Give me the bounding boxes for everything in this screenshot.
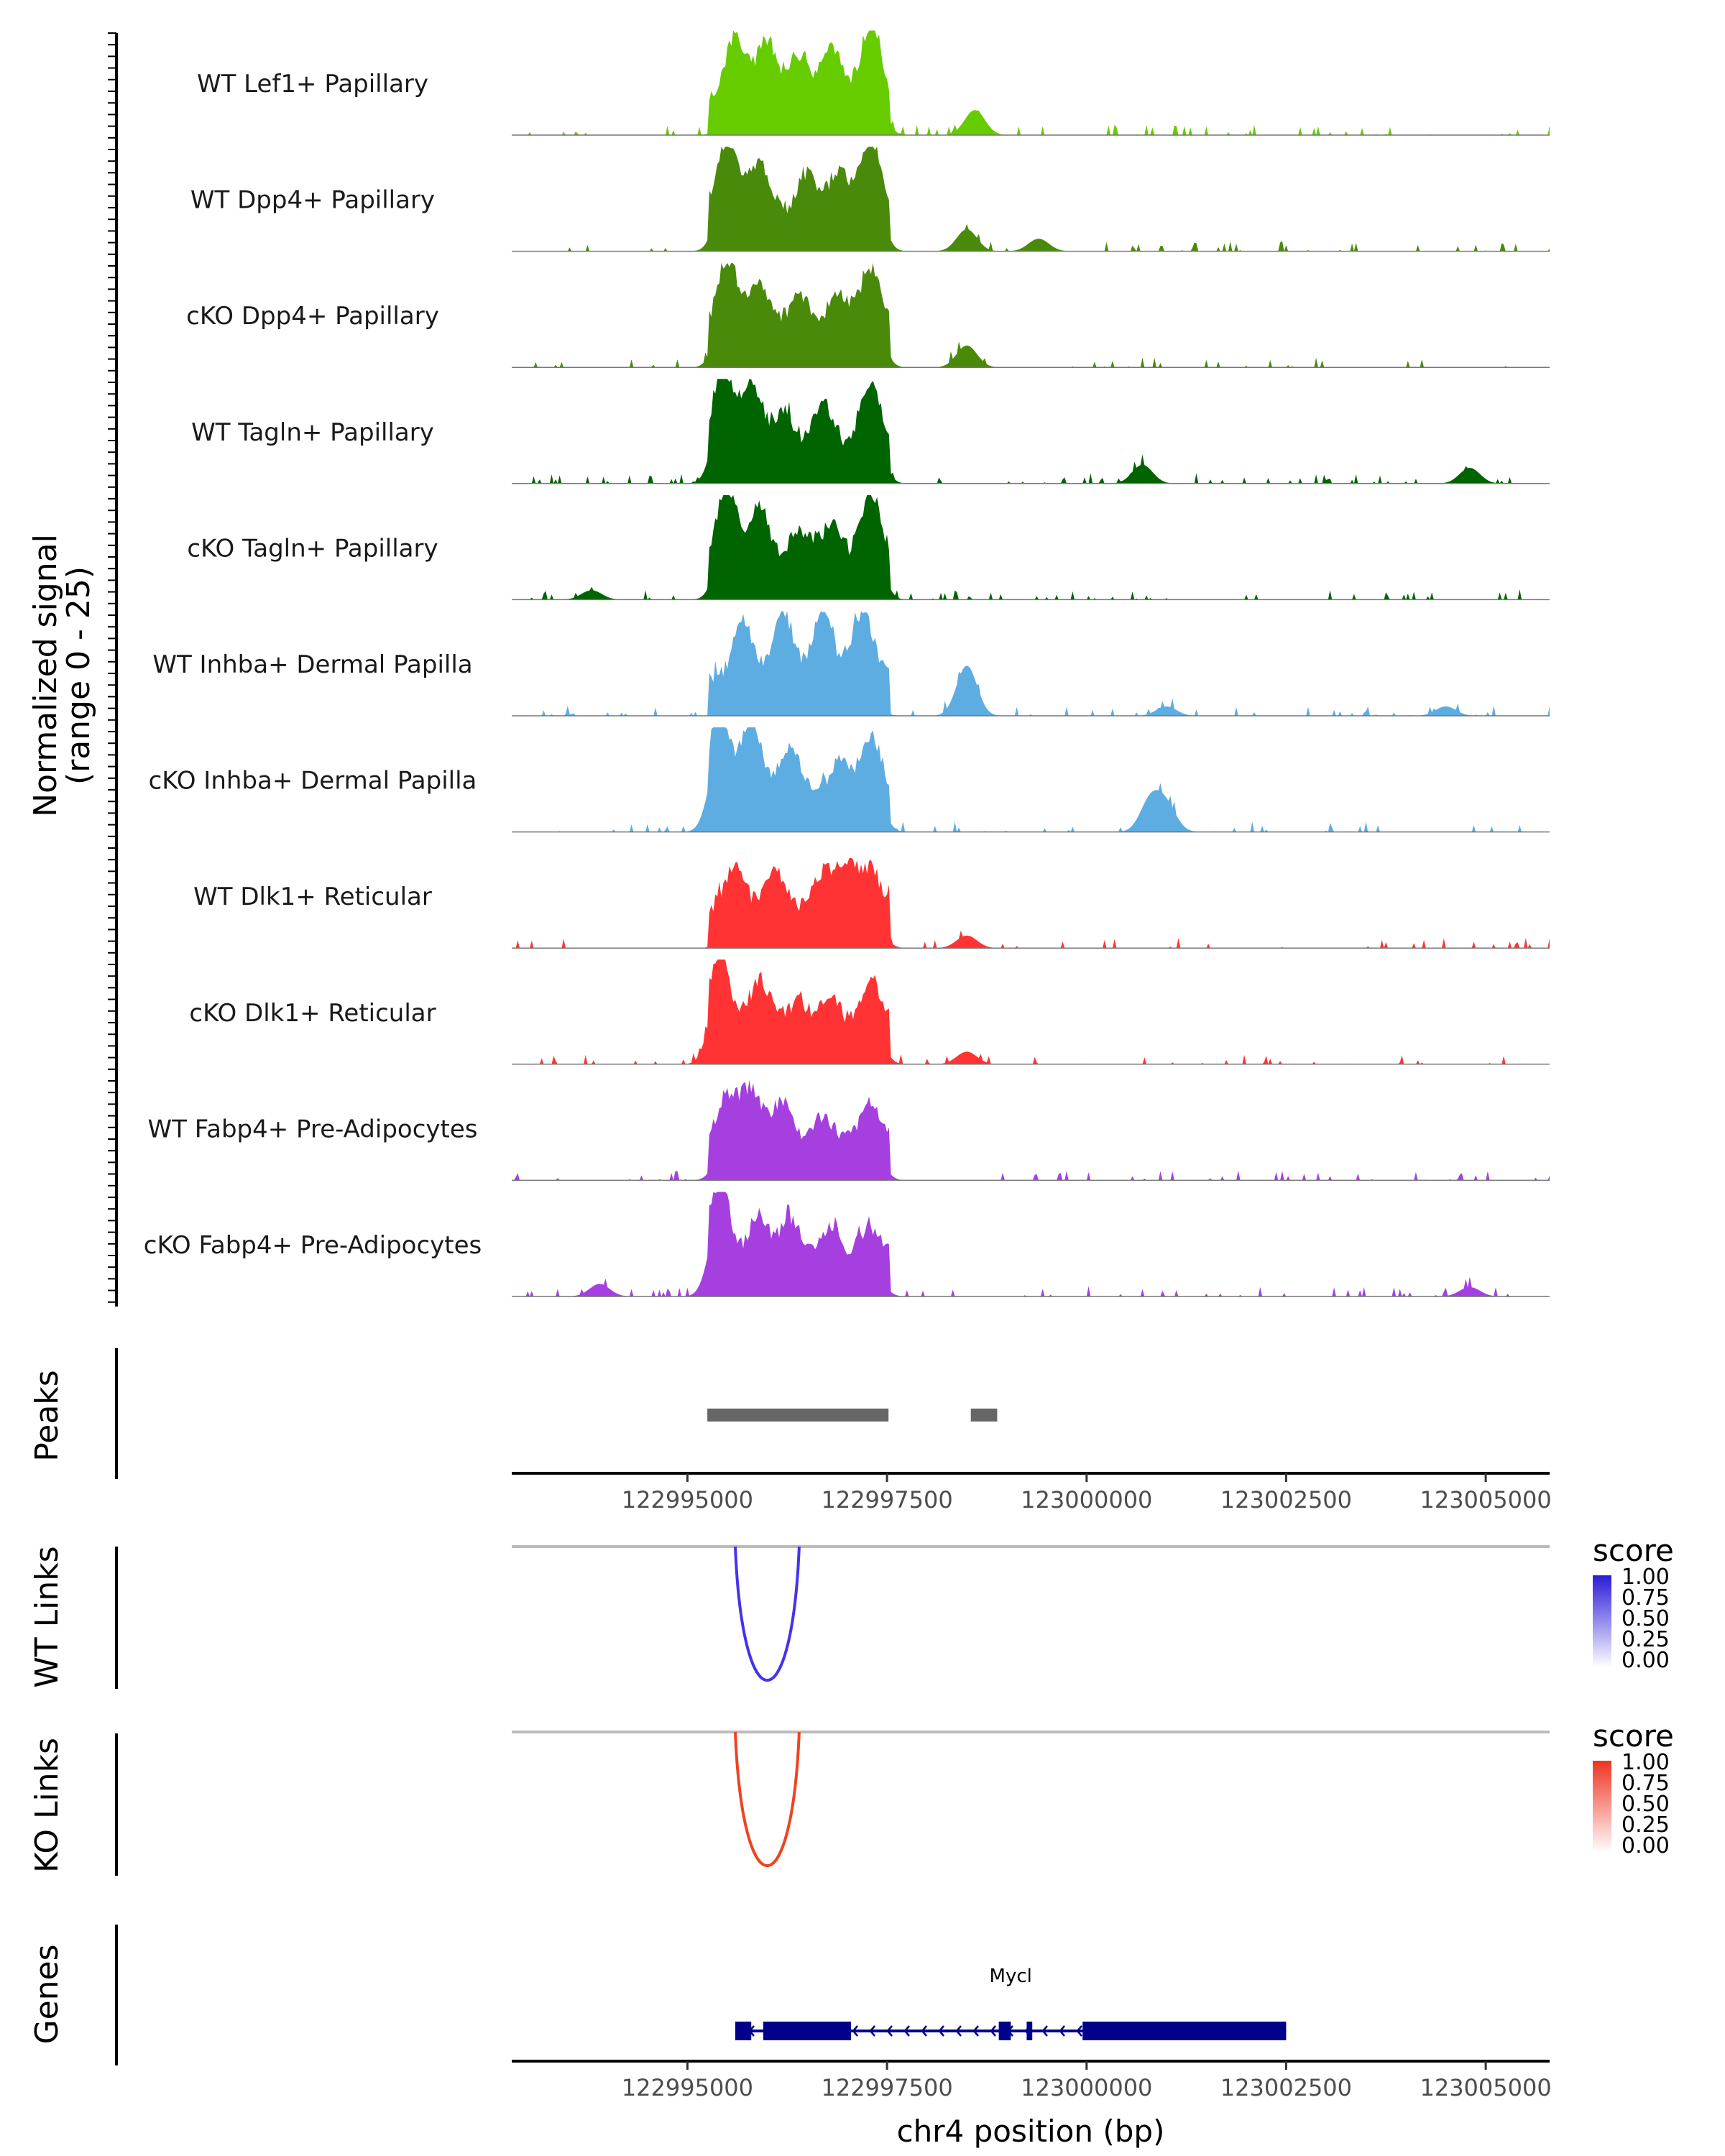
- coverage-track: WT Inhba+ Dermal Papilla: [152, 611, 1550, 717]
- track-label: WT Dpp4+ Papillary: [190, 186, 435, 215]
- peaks-label: Peaks: [29, 1370, 65, 1461]
- peak-range: [970, 1409, 998, 1422]
- genes-label: Genes: [29, 1944, 65, 2044]
- track-label: WT Dlk1+ Reticular: [193, 883, 432, 911]
- gene-exon: [998, 2022, 1011, 2040]
- legend-tick-label: 1.00: [1622, 1750, 1670, 1775]
- ko-links-label: KO Links: [29, 1738, 65, 1873]
- coverage-area: [512, 1192, 1550, 1296]
- coverage-area: [512, 611, 1550, 716]
- x-axis-tick-label: 123002500: [1220, 1486, 1352, 1514]
- coverage-area: [512, 147, 1550, 252]
- coverage-track: WT Dpp4+ Papillary: [190, 147, 1550, 252]
- strand-arrow: [903, 2025, 910, 2037]
- gene-exon: [1082, 2022, 1287, 2040]
- legend-tick-label: 0.25: [1622, 1812, 1670, 1838]
- gene-exon: [763, 2022, 852, 2040]
- x-axis-tick-label: 122997500: [821, 2074, 952, 2101]
- legend-tick-label: 1.00: [1622, 1565, 1670, 1590]
- track-label: cKO Inhba+ Dermal Papilla: [149, 767, 477, 796]
- coverage-track: cKO Tagln+ Papillary: [187, 494, 1550, 601]
- gene-exon: [1026, 2022, 1033, 2040]
- coverage-panel: WT Lef1+ Papillary WT Dpp4+ Papillary cKO …: [108, 30, 1550, 1307]
- coverage-area: [512, 379, 1550, 484]
- track-label: WT Inhba+ Dermal Papilla: [152, 650, 472, 679]
- track-label: WT Tagln+ Papillary: [191, 418, 434, 447]
- legend-tick-label: 0.75: [1622, 1771, 1670, 1796]
- strand-arrow: [886, 2025, 893, 2037]
- x-axis-tick-label: 123000000: [1021, 1486, 1152, 1514]
- legend-tick-label: 0.50: [1622, 1606, 1670, 1631]
- gene-exon: [735, 2022, 752, 2040]
- strand-arrow: [921, 2025, 927, 2037]
- track-label: cKO Dpp4+ Papillary: [186, 302, 439, 331]
- coverage-track: cKO Dlk1+ Reticular: [189, 959, 1550, 1065]
- links-panel: [115, 1545, 1550, 1876]
- x-axis-tick-label: 122995000: [622, 2074, 753, 2101]
- strand-arrow: [869, 2025, 875, 2037]
- legend-tick-label: 0.25: [1622, 1627, 1670, 1652]
- coverage-ylabel: Normalized signal: [27, 534, 64, 817]
- strand-arrow: [938, 2025, 944, 2037]
- strand-arrow: [955, 2025, 962, 2037]
- peaks-panel: [115, 1348, 998, 1479]
- x-axis-top: 122995000 122997500 123000000 123002500 1230…: [512, 1472, 1552, 1514]
- legend-colorbar: [1593, 1761, 1611, 1853]
- genes-panel: Mycl: [115, 1925, 1287, 2065]
- strand-arrow: [1076, 2025, 1082, 2037]
- legend-tick-label: 0.50: [1622, 1792, 1670, 1817]
- strand-arrow: [1059, 2025, 1065, 2037]
- coverage-ylabel-range: (range 0 - 25): [60, 566, 97, 785]
- legend-title: score: [1593, 1718, 1674, 1754]
- coverage-track: WT Fabp4+ Pre-Adipocytes: [148, 1079, 1550, 1181]
- x-axis-bottom: 122995000 122997500 123000000 123002500 1230…: [512, 2060, 1552, 2101]
- score-legends: score1.000.750.500.250.00score1.000.750.…: [1593, 1533, 1674, 1858]
- coverage-track: cKO Inhba+ Dermal Papilla: [149, 727, 1550, 833]
- legend-tick-label: 0.75: [1622, 1585, 1670, 1611]
- wt-links-label: WT Links: [29, 1546, 65, 1687]
- legend-tick-label: 0.00: [1622, 1648, 1670, 1673]
- link-arc: [734, 1731, 801, 1867]
- gene-name-label: Mycl: [990, 1966, 1032, 1987]
- strand-arrow: [990, 2025, 996, 2037]
- x-axis-title: chr4 position (bp): [897, 2114, 1165, 2149]
- coverage-area: [512, 1079, 1550, 1181]
- coverage-area: [512, 30, 1550, 135]
- peak-range: [707, 1409, 889, 1422]
- strand-arrow: [972, 2025, 979, 2037]
- x-axis-tick-label: 122997500: [821, 1486, 952, 1514]
- x-axis-tick-label: 123005000: [1420, 2074, 1551, 2101]
- coverage-area: [512, 262, 1550, 368]
- track-label: cKO Tagln+ Papillary: [187, 534, 438, 563]
- coverage-area: [512, 857, 1550, 949]
- legend-title: score: [1593, 1533, 1674, 1568]
- coverage-track: WT Tagln+ Papillary: [191, 379, 1550, 484]
- strand-arrow: [1041, 2025, 1048, 2037]
- coverage-area: [512, 494, 1550, 600]
- x-axis-tick-label: 123005000: [1420, 1486, 1551, 1514]
- track-label: WT Lef1+ Papillary: [197, 70, 428, 98]
- x-axis-tick-label: 123000000: [1021, 2074, 1152, 2101]
- legend-colorbar: [1593, 1575, 1611, 1667]
- coverage-track: WT Lef1+ Papillary: [197, 30, 1550, 136]
- coverage-track: cKO Dpp4+ Papillary: [186, 262, 1550, 368]
- legend-tick-label: 0.00: [1622, 1833, 1670, 1858]
- track-label: WT Fabp4+ Pre-Adipocytes: [148, 1115, 478, 1143]
- x-axis-tick-label: 123002500: [1220, 2074, 1352, 2101]
- x-axis-tick-label: 122995000: [622, 1486, 753, 1514]
- strand-arrow: [852, 2025, 858, 2037]
- track-label: cKO Fabp4+ Pre-Adipocytes: [144, 1231, 482, 1260]
- coverage-track: WT Dlk1+ Reticular: [193, 857, 1550, 949]
- coverage-track: cKO Fabp4+ Pre-Adipocytes: [144, 1192, 1550, 1297]
- track-label: cKO Dlk1+ Reticular: [189, 999, 436, 1028]
- coverage-area: [512, 727, 1550, 832]
- link-arc: [734, 1546, 801, 1682]
- coverage-area: [512, 959, 1550, 1064]
